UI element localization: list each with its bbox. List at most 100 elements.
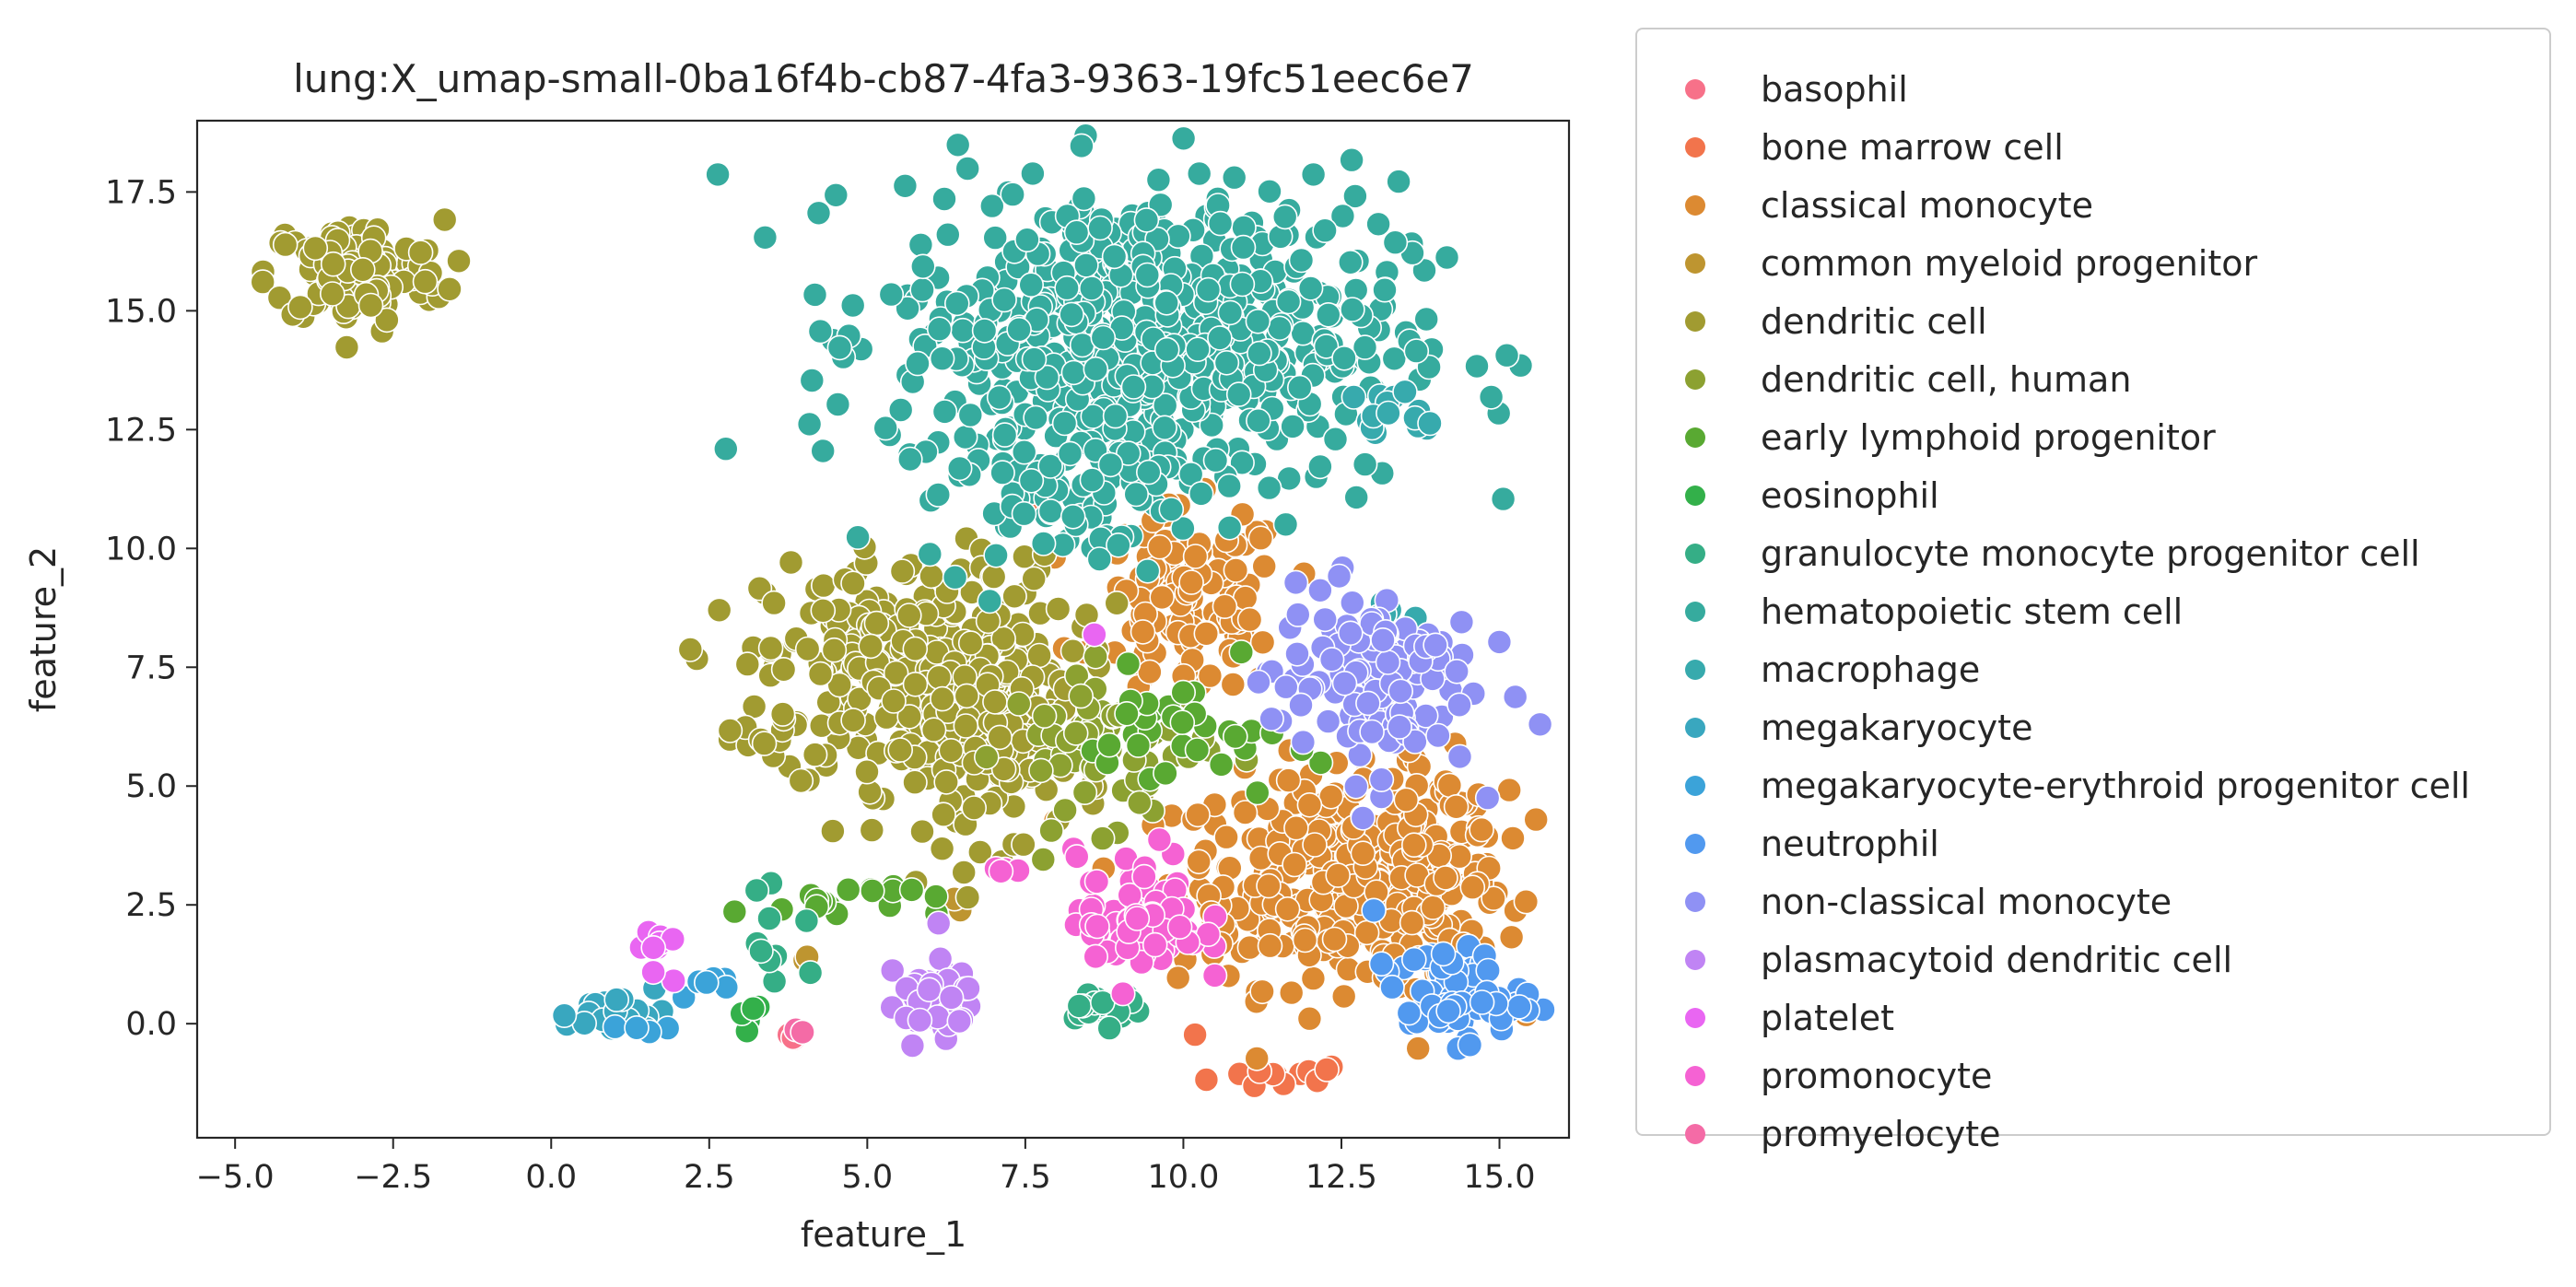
data-point [1464,353,1490,380]
data-point [1302,832,1328,858]
data-point [1229,271,1256,298]
data-point [1137,659,1163,685]
data-point [1063,219,1090,245]
data-point [1257,179,1282,205]
data-point [807,318,834,345]
data-point [1475,957,1501,984]
data-point [1361,897,1387,924]
data-point [979,193,1005,219]
data-point [250,269,276,295]
data-point [1011,439,1037,465]
data-point [797,960,824,986]
data-point [744,877,770,904]
data-point [1131,863,1157,890]
data-point [1401,832,1427,859]
data-point [1425,722,1451,749]
data-point [1478,384,1505,410]
data-point [1232,800,1259,825]
data-point [1066,993,1093,1019]
data-point [769,701,796,727]
data-point [1340,590,1365,616]
data-point [320,251,346,277]
data-point [927,945,954,972]
data-point [952,424,978,450]
data-point [1443,793,1469,820]
data-point [677,637,704,662]
data-point [1340,297,1365,322]
data-point [802,742,828,767]
data-point [796,411,823,438]
legend-label: granulocyte monocyte progenitor cell [1761,533,2420,574]
data-point [883,660,909,686]
data-point [986,384,1013,411]
data-point [925,482,952,508]
data-point [1287,374,1313,401]
data-point [1352,334,1378,360]
legend-label: platelet [1761,998,1895,1038]
data-point [1201,963,1228,989]
legend-marker [1685,776,1705,796]
data-point [1474,785,1501,811]
chart-title: lung:X_umap-small-0ba16f4b-cb87-4fa3-936… [293,56,1474,101]
data-point [1037,498,1064,524]
y-tick-label: 5.0 [125,768,177,805]
legend-label: megakaryocyte [1761,708,2033,748]
data-point [1000,181,1025,207]
legend-item: granulocyte monocyte progenitor cell [1637,525,2549,582]
data-point [1220,672,1247,697]
data-point [1142,931,1168,958]
x-tick-label: 10.0 [1147,1159,1219,1196]
data-point [1350,805,1376,831]
data-point [1145,167,1172,193]
data-point [1381,345,1408,372]
data-point [1202,447,1229,474]
data-point [1256,474,1282,501]
data-point [898,877,925,903]
data-point [1490,486,1516,512]
data-point [1207,210,1234,237]
legend-item: eosinophil [1637,467,2549,524]
data-point [1315,708,1341,734]
data-point [909,818,935,845]
data-point [1246,407,1271,434]
data-point [1023,404,1048,431]
legend-marker [1685,544,1705,564]
data-point [1359,719,1385,745]
data-point [1493,342,1520,369]
data-point [1527,711,1553,738]
data-point [1229,450,1255,476]
data-point [1297,275,1324,301]
data-point [1341,384,1367,410]
data-point [1090,324,1117,351]
data-point [1184,737,1211,763]
data-point [1423,632,1448,659]
legend-marker [1685,1124,1705,1144]
data-point [909,253,936,280]
data-point [926,664,953,691]
data-point [1153,289,1179,316]
data-point [989,460,1015,486]
data-point [1285,602,1311,627]
data-point [916,977,943,1003]
data-point [971,318,998,344]
data-point [761,968,788,994]
data-point [953,713,979,739]
series-platelet [628,621,1107,994]
data-point [1114,700,1140,727]
data-point [863,610,890,637]
data-point [752,224,779,251]
data-point [907,1007,933,1034]
data-point [1322,426,1349,452]
data-point [991,422,1018,448]
data-point [954,884,981,910]
data-point [1125,732,1152,758]
data-point [1052,797,1078,824]
data-point [839,292,866,319]
data-point [854,758,880,785]
data-point [1102,403,1129,429]
data-point [717,718,744,743]
data-point [931,186,957,212]
legend-label: plasmacytoid dendritic cell [1761,940,2233,980]
data-point [1312,217,1338,243]
data-point [1170,679,1196,706]
